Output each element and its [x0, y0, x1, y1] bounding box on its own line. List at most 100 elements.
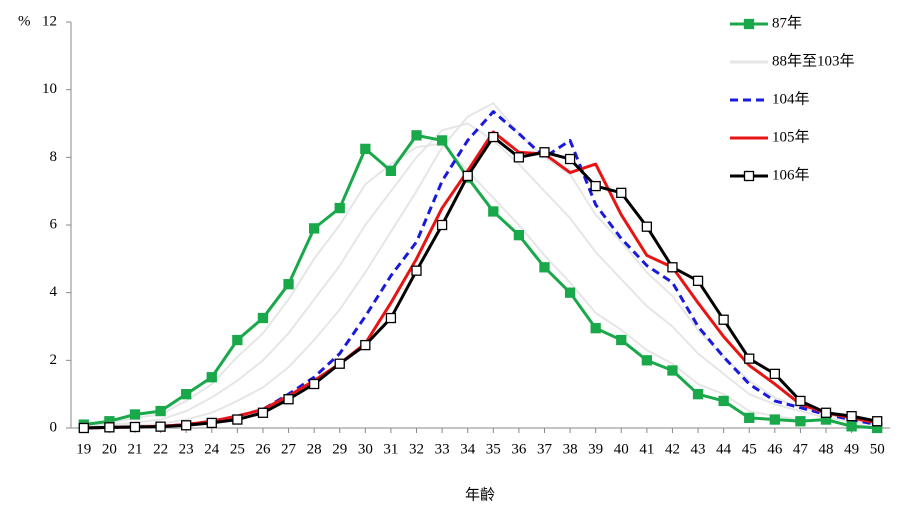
- point: [590, 323, 601, 334]
- y-tick-label: 0: [50, 419, 58, 435]
- point: [641, 221, 653, 232]
- point: [129, 409, 141, 420]
- point: [308, 378, 320, 390]
- point: [411, 130, 422, 141]
- point: [769, 368, 780, 380]
- x-tick-label: 47: [793, 441, 809, 457]
- point: [744, 353, 755, 364]
- point: [820, 407, 832, 418]
- point: [692, 389, 704, 400]
- legend-label: 87年: [772, 14, 802, 31]
- x-tick-label: 43: [691, 441, 706, 457]
- x-tick-label: 42: [665, 441, 680, 457]
- y-axis-label: %: [18, 13, 31, 29]
- x-tick-label: 36: [511, 441, 527, 457]
- point: [795, 395, 806, 407]
- x-tick-label: 20: [102, 441, 117, 457]
- y-tick-label: 2: [50, 352, 58, 368]
- series-line: [83, 122, 878, 428]
- point: [667, 365, 678, 376]
- x-tick-label: 45: [742, 441, 757, 457]
- x-tick-label: 34: [460, 441, 476, 457]
- point: [718, 395, 729, 407]
- x-tick-label: 23: [179, 441, 194, 457]
- y-tick-label: 10: [42, 81, 57, 97]
- series-line: [83, 133, 878, 430]
- point: [744, 412, 755, 424]
- point: [155, 405, 166, 417]
- x-tick-label: 25: [230, 441, 245, 457]
- point: [78, 422, 89, 434]
- point: [795, 416, 806, 427]
- point: [462, 170, 473, 182]
- x-tick-label: 48: [819, 441, 834, 457]
- point: [436, 219, 448, 231]
- point: [206, 372, 217, 383]
- point: [385, 312, 397, 324]
- x-tick-label: 30: [358, 441, 373, 457]
- point: [769, 414, 780, 425]
- point: [181, 389, 192, 400]
- point: [872, 416, 883, 427]
- x-tick-label: 29: [332, 441, 347, 457]
- point: [846, 411, 857, 422]
- x-tick-label: 22: [153, 441, 168, 457]
- x-tick-label: 21: [127, 441, 142, 457]
- point: [641, 355, 653, 366]
- x-tick-label: 28: [307, 441, 322, 457]
- point: [385, 165, 397, 177]
- x-tick-label: 50: [870, 441, 885, 457]
- point: [232, 334, 243, 346]
- point: [308, 223, 320, 234]
- x-tick-label: 33: [435, 441, 450, 457]
- y-tick-label: 12: [42, 13, 57, 29]
- point: [129, 421, 141, 433]
- point: [667, 262, 678, 273]
- point: [488, 206, 499, 217]
- point: [283, 279, 294, 290]
- point: [616, 334, 627, 346]
- point: [411, 265, 422, 276]
- legend-label: 104年: [772, 90, 810, 107]
- point: [692, 275, 704, 286]
- legend-label: 105年: [772, 128, 810, 145]
- x-tick-label: 24: [204, 441, 220, 457]
- x-tick-label: 40: [614, 441, 629, 457]
- point: [564, 153, 576, 165]
- x-tick-label: 46: [767, 441, 783, 457]
- point: [181, 420, 192, 431]
- point: [104, 422, 115, 433]
- point: [257, 407, 269, 418]
- point: [718, 314, 729, 325]
- point: [360, 143, 371, 155]
- x-tick-label: 27: [281, 441, 297, 457]
- point: [232, 414, 243, 425]
- y-tick-label: 4: [50, 284, 58, 300]
- point: [513, 229, 525, 241]
- point: [513, 152, 525, 163]
- series-line: [83, 102, 878, 429]
- point: [436, 135, 448, 146]
- x-axis-label: 年齡: [465, 486, 495, 503]
- point: [564, 287, 576, 298]
- point: [155, 421, 166, 432]
- point: [334, 358, 345, 369]
- point: [488, 131, 499, 143]
- y-tick-label: 8: [50, 149, 58, 165]
- legend-marker: [743, 170, 755, 182]
- point: [283, 394, 294, 405]
- point: [590, 180, 601, 192]
- x-tick-label: 39: [588, 441, 603, 457]
- x-tick-label: 32: [409, 441, 424, 457]
- x-tick-label: 38: [563, 441, 578, 457]
- point: [206, 417, 217, 429]
- x-tick-label: 31: [383, 441, 398, 457]
- legend-label: 106年: [772, 166, 810, 183]
- x-tick-label: 26: [255, 441, 271, 457]
- y-tick-label: 6: [50, 216, 58, 232]
- point: [360, 339, 371, 351]
- point: [616, 187, 627, 199]
- legend-label: 88年至103年: [772, 52, 855, 69]
- point: [334, 202, 345, 214]
